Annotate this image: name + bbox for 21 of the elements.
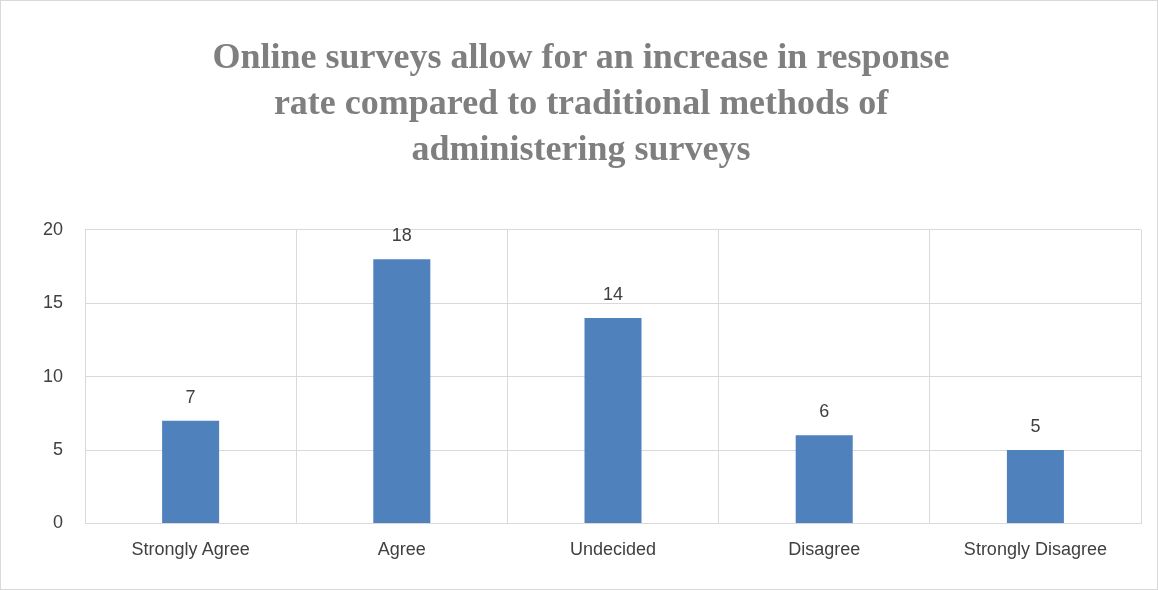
data-label: 18 xyxy=(391,225,412,246)
data-label: 14 xyxy=(603,283,624,304)
x-tick-label: Disagree xyxy=(788,539,861,560)
y-tick-label: 10 xyxy=(42,365,64,386)
y-tick-label: 15 xyxy=(42,292,64,313)
data-label: 7 xyxy=(185,386,196,407)
data-label: 5 xyxy=(1030,415,1041,436)
chart-title: Online surveys allow for an increase in response rate compared to traditional methods of administering surveys xyxy=(211,35,951,170)
bar xyxy=(373,259,431,523)
data-label: 6 xyxy=(819,401,830,422)
x-tick-label: Agree xyxy=(377,539,426,560)
y-tick-label: 20 xyxy=(42,218,64,239)
y-tick-label: 5 xyxy=(53,438,64,459)
bar xyxy=(584,317,642,523)
bar xyxy=(795,435,853,523)
bar xyxy=(162,420,220,523)
x-tick-label: Strongly Disagree xyxy=(963,539,1107,560)
y-tick-label: 0 xyxy=(53,512,64,533)
x-tick-label: Strongly Agree xyxy=(131,539,250,560)
bar xyxy=(1006,450,1064,523)
x-tick-label: Undecided xyxy=(569,539,657,560)
